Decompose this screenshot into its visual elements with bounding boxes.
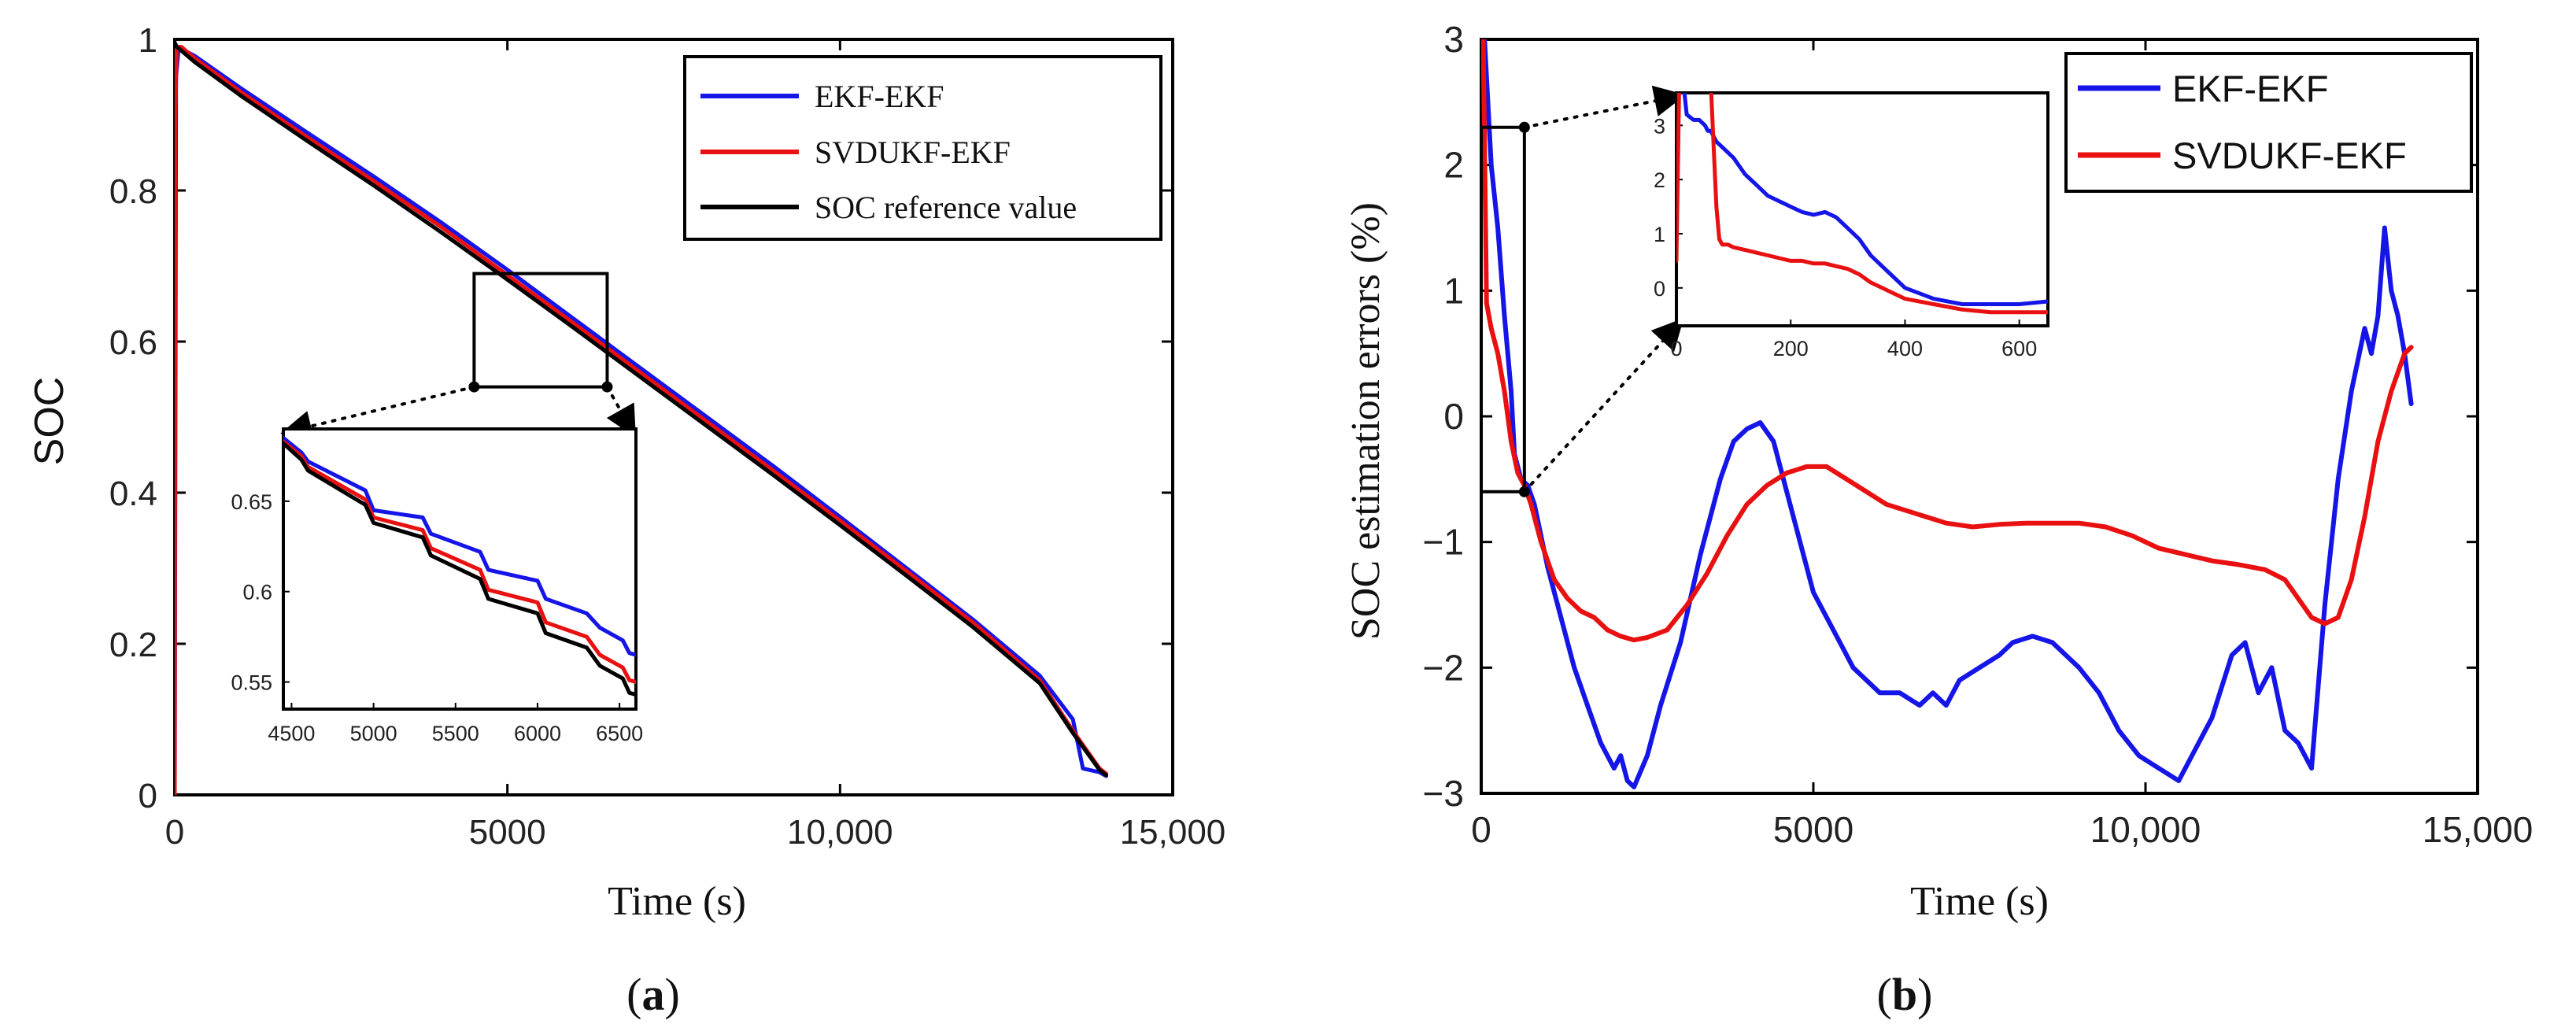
chart-b-y-tick-label: 0 xyxy=(1443,396,1464,437)
chart-b-y-tick-label: 2 xyxy=(1443,145,1464,186)
chart-b-zoom-connector-top xyxy=(1522,85,1686,129)
chart-b-inset: 0 200 400 600 0 1 2 3 xyxy=(1654,91,2049,360)
chart-b-legend-label-0: EKF-EKF xyxy=(2172,68,2328,109)
chart-a-inset: 4500 5000 5500 6000 6500 0.55 0.6 0.65 xyxy=(231,427,643,745)
chart-a-legend-label-0: EKF-EKF xyxy=(815,79,944,114)
chart-b-x-tick-label: 5000 xyxy=(1773,809,1853,850)
chart-a-zoom-anchor-left xyxy=(468,381,480,393)
chart-b-inset-x-tick-label: 200 xyxy=(1773,337,1809,360)
chart-b-legend-label-1: SVDUKF-EKF xyxy=(2172,135,2407,176)
chart-b-inset-x-tick-label: 600 xyxy=(2001,337,2037,360)
chart-b-ticks: 0 5000 10,000 15,000 −3 −2 −1 0 1 2 3 xyxy=(1423,19,2533,850)
chart-a-y-tick-label: 0 xyxy=(139,777,157,815)
chart-a-ticks: 0 5000 10,000 15,000 0 0.2 0.4 0.6 0.8 1 xyxy=(109,21,1225,852)
chart-a-zoom-box xyxy=(472,272,609,389)
chart-b-inset-y-tick-label: 3 xyxy=(1654,114,1665,138)
chart-a-zoom-connector-right xyxy=(605,385,636,438)
chart-b-y-tick-label: −2 xyxy=(1423,647,1464,688)
chart-a-inset-ticks: 4500 5000 5500 6000 6500 0.55 0.6 0.65 xyxy=(231,490,643,745)
chart-a-y-axis-title: SOC xyxy=(27,377,72,466)
chart-b-series-line-svdukf-ekf xyxy=(1481,39,2414,643)
chart-a-inset-series-line-ekf-ekf xyxy=(283,436,636,657)
chart-a-caption: (a) xyxy=(626,969,680,1020)
chart-b-x-axis-title: Time (s) xyxy=(1910,879,2049,924)
chart-a-inset-series-group xyxy=(283,436,636,697)
chart-a: 0 5000 10,000 15,000 0 0.2 0.4 0.6 0.8 1 4500 5000… xyxy=(27,21,1225,1020)
chart-a-x-tick-label: 15,000 xyxy=(1120,813,1226,852)
chart-a-caption-close: ) xyxy=(665,969,680,1020)
chart-a-legend-label-1: SVDUKF-EKF xyxy=(815,135,1011,170)
chart-a-inset-y-tick-label: 0.55 xyxy=(231,671,272,695)
chart-a-x-tick-label: 5000 xyxy=(469,813,546,852)
chart-b-legend-frame xyxy=(2064,52,2473,193)
chart-a-zoom-anchor-right xyxy=(601,381,613,393)
chart-b-zoom-connector-bottom xyxy=(1522,318,1684,493)
chart-a-x-tick-label: 10,000 xyxy=(787,813,893,852)
chart-b-caption-letter: b xyxy=(1892,969,1917,1020)
chart-b-inset-frame xyxy=(1675,91,2049,327)
chart-a-y-tick-label: 1 xyxy=(139,21,157,60)
chart-a-inset-x-tick-label: 6500 xyxy=(596,722,643,745)
chart-a-inset-x-tick-label: 5000 xyxy=(350,722,397,745)
chart-b-y-tick-label: −3 xyxy=(1423,773,1464,814)
chart-a-x-axis-title: Time (s) xyxy=(608,879,746,924)
chart-b-inset-y-tick-label: 1 xyxy=(1654,223,1665,246)
chart-a-legend: EKF-EKF SVDUKF-EKF SOC reference value xyxy=(683,55,1162,241)
chart-b-legend: EKF-EKF SVDUKF-EKF xyxy=(2064,52,2473,193)
chart-a-legend-label-2: SOC reference value xyxy=(815,190,1077,225)
chart-a-y-tick-label: 0.2 xyxy=(109,626,157,664)
chart-b-caption-close: ) xyxy=(1917,969,1932,1020)
chart-a-inset-y-tick-label: 0.6 xyxy=(242,581,272,604)
chart-b: 0 5000 10,000 15,000 −3 −2 −1 0 1 2 3 0 200 400 600 0 1… xyxy=(1343,19,2533,1020)
chart-b-x-tick-label: 10,000 xyxy=(2090,809,2201,850)
chart-b-caption-open: ( xyxy=(1877,969,1892,1020)
chart-a-y-tick-label: 0.8 xyxy=(109,172,157,211)
chart-a-y-tick-label: 0.4 xyxy=(109,475,157,513)
chart-b-series-line-ekf-ekf xyxy=(1481,39,2414,789)
chart-b-caption: (b) xyxy=(1877,969,1933,1020)
chart-b-inset-x-tick-label: 0 xyxy=(1670,337,1682,360)
chart-b-y-tick-label: 3 xyxy=(1443,19,1464,60)
chart-b-inset-y-tick-label: 0 xyxy=(1654,277,1665,301)
chart-b-y-tick-label: −1 xyxy=(1423,522,1464,563)
chart-b-inset-y-tick-label: 2 xyxy=(1654,168,1665,192)
chart-a-caption-open: ( xyxy=(626,969,641,1020)
chart-a-inset-series-line-svdukf-ekf xyxy=(283,439,636,684)
chart-a-inset-series-line-soc-reference-value xyxy=(283,441,636,697)
chart-b-zoom-anchor-top xyxy=(1518,121,1530,133)
chart-a-inset-x-tick-label: 5500 xyxy=(432,722,479,745)
chart-a-inset-x-tick-label: 4500 xyxy=(268,722,315,745)
chart-b-zoom-anchor-bottom xyxy=(1518,486,1530,497)
chart-b-series-group xyxy=(1481,39,2414,789)
chart-b-inset-series-group xyxy=(1676,93,2048,315)
chart-a-y-tick-label: 0.6 xyxy=(109,323,157,362)
chart-a-caption-letter: a xyxy=(642,969,665,1020)
chart-b-zoom-box xyxy=(1480,125,1526,493)
chart-a-inset-x-tick-label: 6000 xyxy=(514,722,561,745)
chart-b-inset-x-tick-label: 400 xyxy=(1887,337,1923,360)
chart-b-y-tick-label: 1 xyxy=(1443,270,1464,311)
chart-b-y-axis-title: SOC estimation errors (%) xyxy=(1343,202,1388,640)
chart-b-x-tick-label: 0 xyxy=(1471,809,1491,850)
chart-a-inset-y-tick-label: 0.65 xyxy=(231,490,272,514)
chart-b-inset-ticks: 0 200 400 600 0 1 2 3 xyxy=(1654,114,2037,360)
chart-a-x-tick-label: 0 xyxy=(165,813,184,852)
chart-b-inset-series-line-svdukf-ekf xyxy=(1676,93,2048,315)
chart-b-x-tick-label: 15,000 xyxy=(2423,809,2533,850)
chart-b-inset-series-line-ekf-ekf xyxy=(1682,93,2048,306)
chart-a-zoom-connector-left xyxy=(280,385,476,442)
